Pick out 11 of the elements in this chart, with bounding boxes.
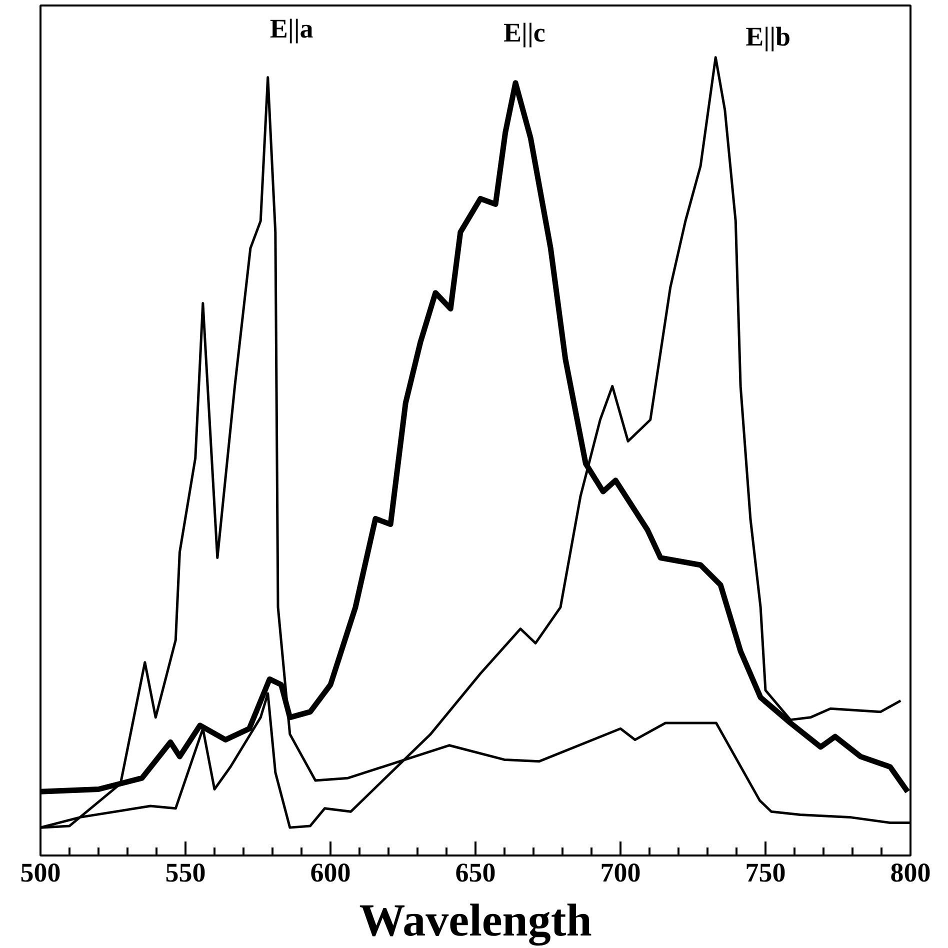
series-label: E||a — [270, 14, 314, 44]
x-tick-label: 750 — [745, 858, 786, 888]
x-tick-label: 600 — [310, 858, 351, 888]
x-tick-label: 500 — [20, 858, 61, 888]
x-tick-label: 650 — [455, 858, 496, 888]
series-label: E||c — [504, 18, 546, 48]
x-axis-title: Wavelength — [359, 894, 592, 946]
x-tick-label: 800 — [890, 858, 931, 888]
series-label: E||b — [746, 22, 791, 52]
x-tick-label: 550 — [165, 858, 206, 888]
x-tick-label: 700 — [600, 858, 641, 888]
